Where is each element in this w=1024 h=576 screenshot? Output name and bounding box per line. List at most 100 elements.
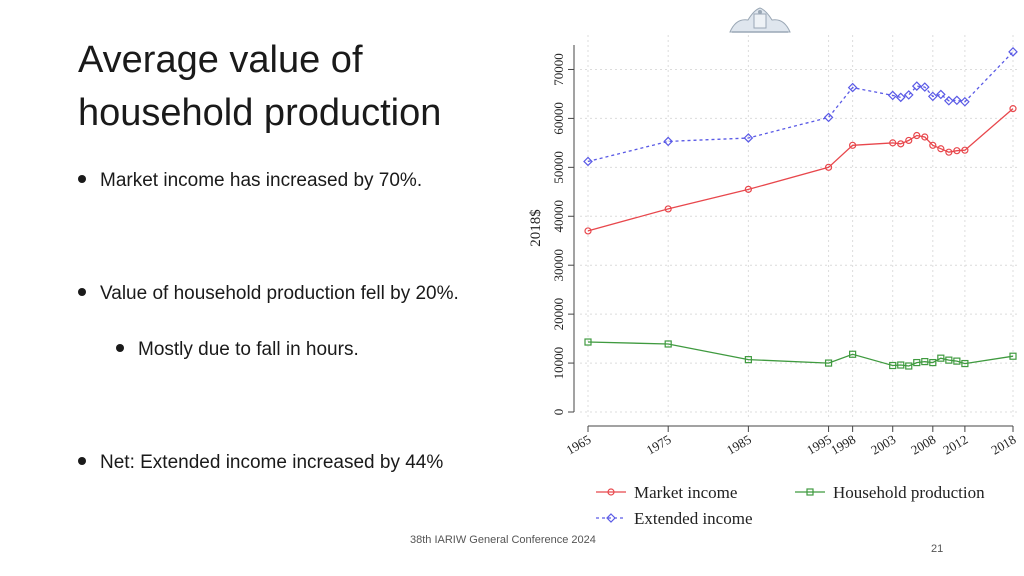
data-point xyxy=(847,82,858,93)
data-point xyxy=(921,357,929,366)
x-tick-label: 1975 xyxy=(644,432,674,458)
bullet-text: Value of household production fell by 20… xyxy=(100,283,459,304)
data-point xyxy=(952,95,962,106)
data-point xyxy=(897,140,905,148)
series-market-income xyxy=(584,105,1017,235)
slide-title-line1: Average value of xyxy=(78,39,363,81)
x-tick-label: 2018 xyxy=(988,432,1018,458)
data-point xyxy=(584,227,592,235)
data-point xyxy=(889,361,897,370)
chart-axes: 0 10000 20000 30000 40000 50000 60000 70000 1965… xyxy=(551,45,1019,458)
data-point xyxy=(583,156,593,167)
x-tick-label: 2012 xyxy=(940,432,970,458)
data-point xyxy=(897,361,905,369)
series-household-production xyxy=(584,338,1017,370)
bullet-item: Net: Extended income increased by 44% xyxy=(78,452,443,474)
data-point xyxy=(887,90,898,101)
data-point xyxy=(937,354,945,362)
bullet-dot-icon xyxy=(78,287,86,296)
data-point xyxy=(744,356,752,364)
data-point xyxy=(961,146,969,154)
bullet-text: Market income has increased by 70%. xyxy=(100,170,423,191)
data-point xyxy=(911,81,922,91)
series-line xyxy=(587,51,1014,163)
legend-label: Extended income xyxy=(634,509,753,528)
page-number: 21 xyxy=(931,543,944,555)
data-point xyxy=(663,136,674,147)
data-point xyxy=(929,141,937,149)
x-tick-label: 1998 xyxy=(828,432,858,458)
y-tick-label: 40000 xyxy=(551,200,566,233)
chart-legend: Market income Household production Extende… xyxy=(596,483,985,528)
data-point xyxy=(606,513,616,523)
bullet-text: Mostly due to fall in hours. xyxy=(138,339,359,360)
data-point xyxy=(953,147,961,155)
sub-bullet-item: Mostly due to fall in hours. xyxy=(116,339,359,361)
data-point xyxy=(961,359,969,368)
data-point xyxy=(823,112,834,123)
data-point xyxy=(944,95,954,106)
x-tick-label: 1985 xyxy=(724,432,754,458)
data-point xyxy=(664,340,672,348)
conference-logo-icon xyxy=(729,7,791,33)
data-point xyxy=(824,359,833,367)
data-point xyxy=(1008,47,1018,57)
data-point xyxy=(889,139,897,147)
data-point xyxy=(895,92,906,103)
bullet-dot-icon xyxy=(78,456,86,465)
y-tick-label: 10000 xyxy=(551,347,566,380)
y-tick-label: 20000 xyxy=(551,298,566,331)
x-tick-label: 2003 xyxy=(868,432,898,458)
data-point xyxy=(921,133,929,141)
data-point xyxy=(945,356,953,364)
data-point xyxy=(953,357,961,365)
data-point xyxy=(1009,105,1017,113)
data-point xyxy=(919,82,930,92)
data-point xyxy=(905,136,913,145)
data-point xyxy=(664,205,672,213)
data-point xyxy=(913,131,921,140)
data-point xyxy=(743,133,754,143)
bullet-list: Market income has increased by 70%. Valu… xyxy=(78,170,459,474)
y-tick-label: 70000 xyxy=(551,53,566,86)
y-tick-label: 60000 xyxy=(551,102,566,134)
x-tick-label: 1965 xyxy=(563,432,593,458)
data-point xyxy=(935,89,946,100)
bullet-dot-icon xyxy=(116,343,124,352)
slide-title-line2: household production xyxy=(78,92,442,134)
series-extended-income xyxy=(583,47,1018,167)
y-tick-label: 0 xyxy=(551,409,566,416)
bullet-text: Net: Extended income increased by 44% xyxy=(100,452,444,473)
data-point xyxy=(744,185,752,193)
data-point xyxy=(903,90,914,100)
bullet-item: Value of household production fell by 20… xyxy=(78,283,459,305)
data-point xyxy=(806,488,814,496)
y-tick-label: 50000 xyxy=(551,151,566,184)
data-point xyxy=(927,91,938,102)
series-line xyxy=(587,341,1014,367)
y-tick-label: 30000 xyxy=(551,249,566,282)
data-point xyxy=(945,148,953,156)
data-point xyxy=(913,358,921,367)
series-line xyxy=(587,108,1014,232)
legend-label: Household production xyxy=(833,483,985,502)
data-point xyxy=(849,350,857,358)
footer-text: 38th IARIW General Conference 2024 xyxy=(410,534,596,546)
bullet-dot-icon xyxy=(78,174,86,183)
data-point xyxy=(929,358,937,367)
data-point xyxy=(849,141,857,149)
y-axis-label: 2018$ xyxy=(528,209,544,247)
chart-grid xyxy=(580,35,1019,418)
chart-series xyxy=(583,47,1018,370)
slide-title: Average value of household production xyxy=(78,34,518,140)
data-point xyxy=(607,488,615,496)
data-point xyxy=(905,362,913,370)
data-point xyxy=(937,145,945,153)
legend-label: Market income xyxy=(634,483,737,502)
data-point xyxy=(1009,352,1017,360)
data-point xyxy=(584,338,592,346)
data-point xyxy=(960,96,970,107)
bullet-item: Market income has increased by 70%. xyxy=(78,170,422,192)
x-tick-label: 2008 xyxy=(908,432,938,458)
